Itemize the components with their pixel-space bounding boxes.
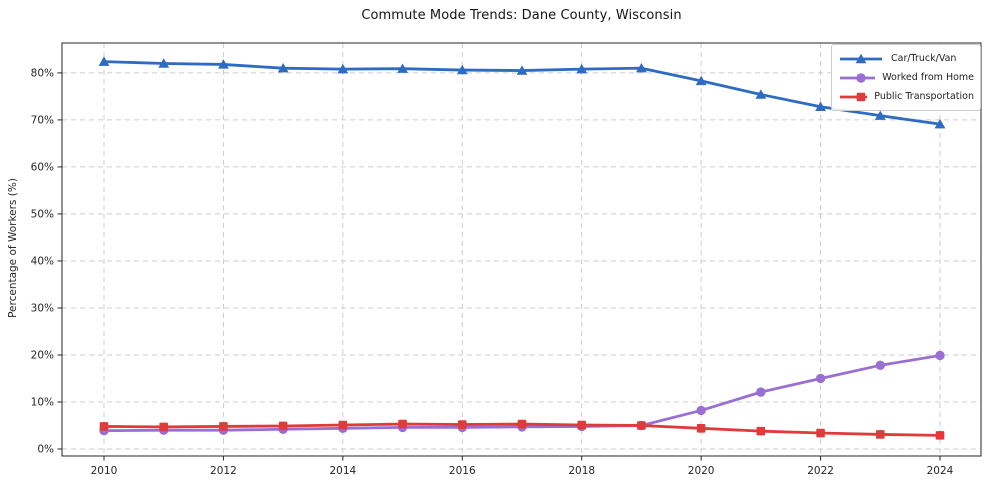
legend-label: Public Transportation xyxy=(874,91,974,102)
y-tick-label: 70% xyxy=(31,114,54,126)
tick-layer: 0% 10% 20% 30% 40% 50% 60% 70% 80% 2010 2012 2014 20… xyxy=(31,67,954,477)
x-tick-label: 2016 xyxy=(449,465,476,477)
marker-public-transportation xyxy=(398,419,407,429)
marker-public-transportation xyxy=(99,422,109,431)
marker-car-truck-van xyxy=(158,58,170,68)
marker-public-transportation xyxy=(577,420,587,430)
y-tick-label: 50% xyxy=(31,208,54,220)
marker-public-transportation xyxy=(457,420,467,429)
y-tick-label: 30% xyxy=(31,302,54,314)
marker-car-truck-van xyxy=(695,75,707,86)
marker-worked-from-home xyxy=(875,360,885,371)
legend-label: Car/Truck/Van xyxy=(891,53,957,64)
marker-public-transportation xyxy=(278,421,288,431)
marker-car-truck-van xyxy=(874,110,886,120)
marker-car-truck-van xyxy=(277,62,289,73)
marker-public-transportation xyxy=(935,431,945,440)
legend-item-public-transportation: Public Transportation xyxy=(838,87,974,106)
marker-car-truck-van xyxy=(397,63,408,73)
marker-worked-from-home xyxy=(935,350,945,361)
y-tick-label: 20% xyxy=(31,349,54,361)
marker-car-truck-van xyxy=(815,101,826,111)
marker-car-truck-van xyxy=(337,63,349,74)
x-tick-label: 2014 xyxy=(329,465,356,477)
marker-public-transportation xyxy=(338,420,348,430)
legend-label: Worked from Home xyxy=(882,72,974,83)
x-tick-label: 2024 xyxy=(927,465,954,477)
legend-swatch-marker xyxy=(856,72,866,83)
marker-car-truck-van xyxy=(456,64,468,75)
marker-car-truck-van xyxy=(934,118,946,129)
legend-swatch-marker xyxy=(855,53,867,63)
x-tick-label: 2010 xyxy=(91,465,118,477)
marker-worked-from-home xyxy=(815,373,826,384)
chart-title: Commute Mode Trends: Dane County, Wiscon… xyxy=(361,8,682,23)
y-tick-label: 0% xyxy=(37,444,54,456)
series-layer xyxy=(98,56,946,440)
marker-worked-from-home xyxy=(756,387,766,397)
legend-swatch-marker xyxy=(856,92,866,101)
legend: Car/Truck/Van Worked from Home Public Tran… xyxy=(831,44,981,111)
square-swatch-icon xyxy=(840,92,868,101)
marker-public-transportation xyxy=(159,422,169,432)
marker-public-transportation xyxy=(637,421,646,430)
marker-car-truck-van xyxy=(516,65,528,75)
plot-frame xyxy=(61,42,982,457)
marker-public-transportation xyxy=(875,430,885,439)
legend-item-car-truck-van: Car/Truck/Van xyxy=(838,49,974,68)
x-tick-label: 2012 xyxy=(210,465,237,477)
y-tick-label: 60% xyxy=(31,161,54,173)
y-axis-label: Percentage of Workers (%) xyxy=(7,178,19,318)
marker-public-transportation xyxy=(696,424,706,433)
triangle-swatch-icon xyxy=(840,53,882,63)
y-tick-label: 40% xyxy=(31,255,54,267)
y-tick-label: 80% xyxy=(31,67,54,79)
marker-public-transportation xyxy=(517,419,527,429)
series-line-worked-from-home xyxy=(102,354,942,433)
x-tick-label: 2020 xyxy=(688,465,715,477)
y-tick-label: 10% xyxy=(31,396,54,408)
marker-car-truck-van xyxy=(218,59,229,69)
marker-car-truck-van xyxy=(636,62,647,73)
marker-public-transportation xyxy=(816,428,825,438)
x-tick-label: 2018 xyxy=(568,465,595,477)
marker-car-truck-van xyxy=(576,63,588,74)
marker-worked-from-home xyxy=(696,405,706,416)
circle-swatch-icon xyxy=(840,72,876,83)
marker-public-transportation xyxy=(756,426,766,436)
marker-car-truck-van xyxy=(98,56,110,66)
legend-item-worked-from-home: Worked from Home xyxy=(838,68,974,87)
x-tick-label: 2022 xyxy=(807,465,834,477)
marker-public-transportation xyxy=(219,422,228,431)
marker-car-truck-van xyxy=(755,89,767,99)
